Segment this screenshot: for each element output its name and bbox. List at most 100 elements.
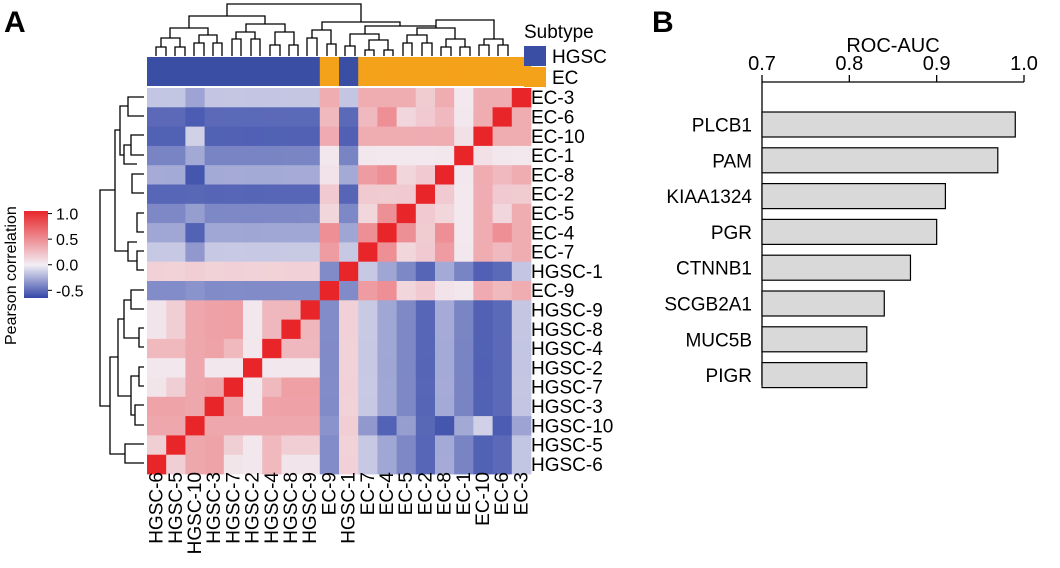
row-label: HGSC-1: [531, 262, 603, 283]
bar-axis-tick-label: 1.0: [1010, 53, 1038, 75]
heatmap-cell: [358, 184, 378, 205]
heatmap-cell: [147, 203, 167, 224]
heatmap-cell: [185, 203, 205, 224]
column-label: HGSC-10: [185, 472, 206, 554]
heatmap-cell: [435, 358, 455, 378]
heatmap-cell: [473, 165, 493, 185]
heatmap-cell: [473, 377, 493, 398]
heatmap-cell: [147, 338, 167, 359]
heatmap-cell: [243, 145, 263, 166]
heatmap-cell: [262, 435, 282, 456]
heatmap-cell: [281, 126, 301, 147]
heatmap-cell: [204, 358, 225, 378]
heatmap-cell: [319, 88, 340, 108]
heatmap-cell: [204, 435, 225, 456]
subtype-cell: [473, 57, 493, 86]
heatmap-cell: [492, 261, 513, 282]
bar-axis-tick-label: 0.8: [835, 53, 863, 75]
heatmap-cell: [415, 223, 436, 243]
heatmap-cell: [204, 416, 225, 436]
heatmap-cell: [435, 281, 455, 301]
heatmap-cell: [415, 281, 436, 301]
heatmap-cell: [185, 184, 205, 205]
heatmap-cell: [358, 319, 378, 340]
heatmap-cell: [223, 435, 244, 456]
heatmap-cell: [147, 377, 167, 398]
column-label: HGSC-8: [281, 472, 302, 544]
heatmap-cell: [147, 242, 167, 263]
heatmap-cell: [473, 126, 493, 147]
bar-series: PLCB1 PAM KIAA1324 PGR CTNNB1 SCGB2A1 MUC5B PIG…: [664, 111, 1016, 389]
subtype-cell: [454, 57, 474, 86]
row-label: EC-10: [531, 127, 585, 148]
heatmap-cell: [223, 203, 244, 224]
heatmap-cell: [511, 126, 532, 147]
heatmap-cell: [511, 281, 532, 301]
heatmap-cell: [281, 203, 301, 224]
heatmap-cell: [435, 454, 455, 475]
heatmap-cell: [511, 338, 532, 359]
column-label: HGSC-6: [147, 472, 168, 544]
heatmap-cell: [435, 377, 455, 398]
heatmap-cell: [339, 203, 359, 224]
heatmap-cell: [396, 88, 417, 108]
heatmap-cell: [396, 319, 417, 340]
heatmap-cell: [147, 358, 167, 378]
bar: [761, 362, 868, 389]
subtype-cell: [339, 57, 359, 86]
heatmap-cell: [511, 416, 532, 436]
heatmap-cell: [147, 184, 167, 205]
heatmap-cell: [435, 223, 455, 243]
bar-category-label: PGR: [711, 223, 752, 244]
heatmap-cell: [377, 242, 397, 263]
heatmap-cell: [204, 223, 225, 243]
heatmap-cell: [185, 242, 205, 263]
heatmap-cell: [396, 435, 417, 456]
bar-category-label: PAM: [712, 151, 752, 172]
heatmap-cell: [358, 242, 378, 263]
heatmap-cell: [377, 396, 397, 417]
subtype-cell: [415, 57, 436, 86]
heatmap-cell: [396, 300, 417, 320]
row-label: HGSC-7: [531, 378, 603, 399]
heatmap-cell: [262, 416, 282, 436]
colorbar-tick-label: 1.0: [56, 207, 78, 224]
heatmap-cell: [223, 358, 244, 378]
heatmap-cell: [454, 281, 474, 301]
heatmap-cell: [415, 358, 436, 378]
heatmap-cell: [262, 338, 282, 359]
heatmap-cell: [223, 107, 244, 127]
heatmap-cell: [166, 261, 186, 282]
heatmap-cell: [454, 319, 474, 340]
bar-category-label: PIGR: [706, 366, 752, 387]
heatmap-cell: [147, 416, 167, 436]
column-label: HGSC-2: [243, 472, 264, 544]
bar-category-label: SCGB2A1: [664, 295, 752, 316]
heatmap-cell: [492, 184, 513, 205]
heatmap-cell: [454, 107, 474, 127]
heatmap-cell: [166, 165, 186, 185]
bar: [761, 326, 868, 353]
heatmap-cell: [223, 261, 244, 282]
heatmap-cell: [166, 223, 186, 243]
heatmap-cell: [473, 261, 493, 282]
heatmap-cell: [281, 165, 301, 185]
heatmap-cell: [185, 454, 205, 475]
heatmap-cell: [358, 126, 378, 147]
heatmap-cell: [358, 377, 378, 398]
heatmap-cell: [358, 454, 378, 475]
heatmap-cell: [262, 165, 282, 185]
heatmap-cell: [204, 184, 225, 205]
heatmap-cell: [147, 145, 167, 166]
row-label: HGSC-6: [531, 455, 603, 476]
heatmap-cell: [339, 396, 359, 417]
heatmap-cell: [319, 126, 340, 147]
heatmap-cell: [223, 242, 244, 263]
heatmap-cell: [185, 165, 205, 185]
heatmap-cell: [166, 107, 186, 127]
heatmap-cell: [319, 261, 340, 282]
heatmap-cell: [435, 435, 455, 456]
heatmap-cell: [473, 88, 493, 108]
heatmap-cell: [204, 261, 225, 282]
heatmap-cell: [166, 454, 186, 475]
